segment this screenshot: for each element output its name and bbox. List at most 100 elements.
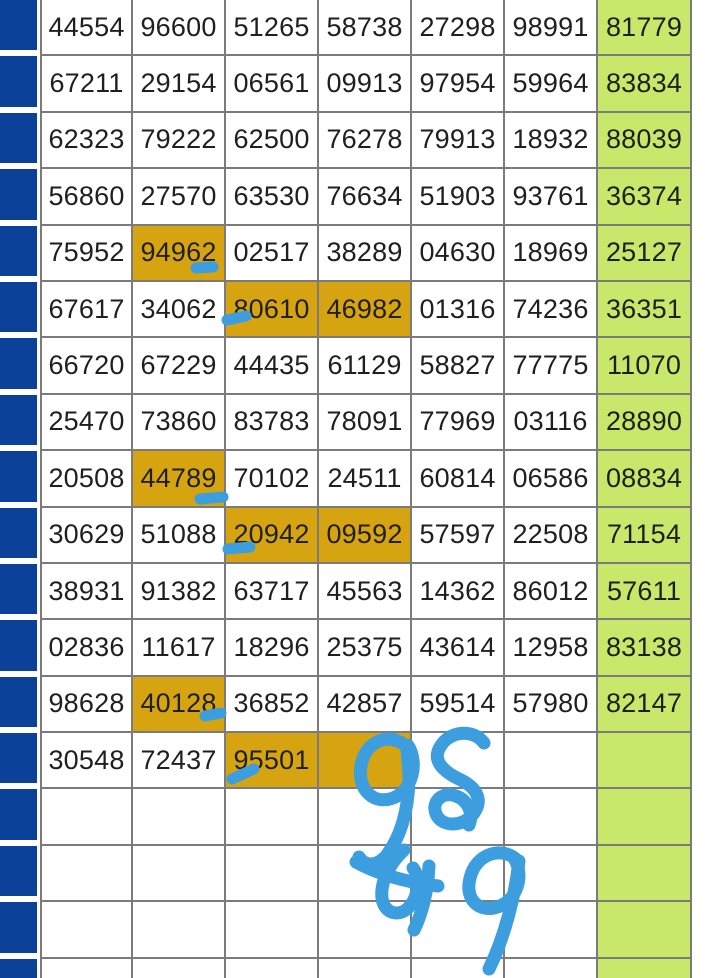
result-cell[interactable]: 36351	[598, 281, 692, 339]
number-cell[interactable]: 59514	[412, 676, 505, 734]
number-cell[interactable]	[412, 789, 505, 846]
number-cell[interactable]: 57980	[505, 676, 598, 734]
number-cell[interactable]: 66720	[40, 338, 133, 395]
number-cell[interactable]: 63530	[226, 169, 319, 226]
number-cell[interactable]: 18296	[226, 620, 319, 677]
number-cell-highlighted[interactable]: 20942	[226, 507, 319, 564]
row-marker[interactable]	[0, 789, 37, 846]
number-cell[interactable]: 91382	[133, 563, 226, 621]
number-cell[interactable]	[40, 902, 133, 959]
number-cell[interactable]	[319, 845, 412, 903]
number-cell[interactable]: 75952	[40, 225, 133, 282]
number-cell[interactable]: 25470	[40, 394, 133, 452]
number-cell[interactable]: 74236	[505, 281, 598, 339]
number-cell[interactable]	[505, 958, 598, 978]
number-cell-highlighted[interactable]: 46982	[319, 281, 412, 339]
result-cell[interactable]: 57611	[598, 563, 692, 621]
number-cell[interactable]: 56860	[40, 169, 133, 226]
row-marker[interactable]	[0, 620, 37, 677]
number-cell[interactable]: 73860	[133, 394, 226, 452]
number-cell[interactable]: 24511	[319, 451, 412, 508]
row-marker[interactable]	[0, 902, 37, 959]
number-cell[interactable]: 93761	[505, 169, 598, 226]
result-cell[interactable]: 25127	[598, 225, 692, 282]
number-cell[interactable]	[412, 902, 505, 959]
number-cell[interactable]	[133, 902, 226, 959]
number-cell-highlighted[interactable]: 40128	[133, 676, 226, 734]
number-cell[interactable]: 38289	[319, 225, 412, 282]
number-cell[interactable]	[133, 845, 226, 903]
number-cell[interactable]: 06586	[505, 451, 598, 508]
number-cell[interactable]	[505, 789, 598, 846]
number-cell[interactable]: 09913	[319, 56, 412, 113]
row-marker[interactable]	[0, 507, 37, 564]
number-cell[interactable]	[319, 902, 412, 959]
number-cell[interactable]	[40, 789, 133, 846]
number-cell[interactable]	[226, 789, 319, 846]
number-cell[interactable]: 43614	[412, 620, 505, 677]
row-marker[interactable]	[0, 0, 37, 57]
number-cell[interactable]: 96600	[133, 0, 226, 57]
number-cell[interactable]: 11617	[133, 620, 226, 677]
result-cell[interactable]: 83138	[598, 620, 692, 677]
number-cell[interactable]: 57597	[412, 507, 505, 564]
number-cell[interactable]	[226, 958, 319, 978]
row-marker[interactable]	[0, 676, 37, 734]
number-cell[interactable]: 78091	[319, 394, 412, 452]
number-cell-highlighted[interactable]: 94962	[133, 225, 226, 282]
number-cell[interactable]: 67229	[133, 338, 226, 395]
row-marker[interactable]	[0, 563, 37, 621]
number-cell[interactable]: 62323	[40, 112, 133, 170]
number-cell[interactable]: 97954	[412, 56, 505, 113]
number-cell-highlighted[interactable]	[319, 733, 412, 790]
number-cell[interactable]: 76278	[319, 112, 412, 170]
row-marker[interactable]	[0, 958, 37, 978]
number-cell[interactable]: 29154	[133, 56, 226, 113]
number-cell[interactable]: 02517	[226, 225, 319, 282]
number-cell[interactable]	[226, 902, 319, 959]
number-cell[interactable]: 58738	[319, 0, 412, 57]
number-cell[interactable]: 76634	[319, 169, 412, 226]
result-cell[interactable]: 81779	[598, 0, 692, 57]
number-cell[interactable]	[133, 789, 226, 846]
row-marker[interactable]	[0, 394, 37, 452]
number-cell[interactable]: 60814	[412, 451, 505, 508]
number-cell[interactable]	[412, 733, 505, 790]
number-cell[interactable]: 79222	[133, 112, 226, 170]
number-cell[interactable]: 22508	[505, 507, 598, 564]
result-cell[interactable]: 11070	[598, 338, 692, 395]
number-cell[interactable]: 20508	[40, 451, 133, 508]
number-cell[interactable]	[505, 902, 598, 959]
number-cell[interactable]	[40, 958, 133, 978]
number-cell[interactable]: 44435	[226, 338, 319, 395]
number-cell[interactable]	[226, 845, 319, 903]
number-cell[interactable]	[412, 958, 505, 978]
number-cell[interactable]: 34062	[133, 281, 226, 339]
row-marker[interactable]	[0, 451, 37, 508]
number-cell[interactable]: 62500	[226, 112, 319, 170]
number-cell[interactable]: 14362	[412, 563, 505, 621]
number-cell[interactable]: 44554	[40, 0, 133, 57]
number-cell[interactable]: 18969	[505, 225, 598, 282]
number-cell[interactable]: 51265	[226, 0, 319, 57]
number-cell[interactable]: 27570	[133, 169, 226, 226]
number-cell-highlighted[interactable]: 95501	[226, 733, 319, 790]
number-cell[interactable]: 79913	[412, 112, 505, 170]
number-cell[interactable]	[319, 789, 412, 846]
number-cell[interactable]: 61129	[319, 338, 412, 395]
result-cell[interactable]	[598, 789, 692, 846]
row-marker[interactable]	[0, 225, 37, 282]
result-cell[interactable]	[598, 958, 692, 978]
row-marker[interactable]	[0, 733, 37, 790]
number-cell[interactable]: 01316	[412, 281, 505, 339]
number-cell[interactable]	[40, 845, 133, 903]
number-cell[interactable]: 02836	[40, 620, 133, 677]
number-cell[interactable]: 59964	[505, 56, 598, 113]
number-cell[interactable]: 03116	[505, 394, 598, 452]
number-cell[interactable]: 42857	[319, 676, 412, 734]
result-cell[interactable]: 71154	[598, 507, 692, 564]
number-cell[interactable]: 30548	[40, 733, 133, 790]
number-cell[interactable]: 04630	[412, 225, 505, 282]
number-cell[interactable]: 25375	[319, 620, 412, 677]
row-marker[interactable]	[0, 169, 37, 226]
